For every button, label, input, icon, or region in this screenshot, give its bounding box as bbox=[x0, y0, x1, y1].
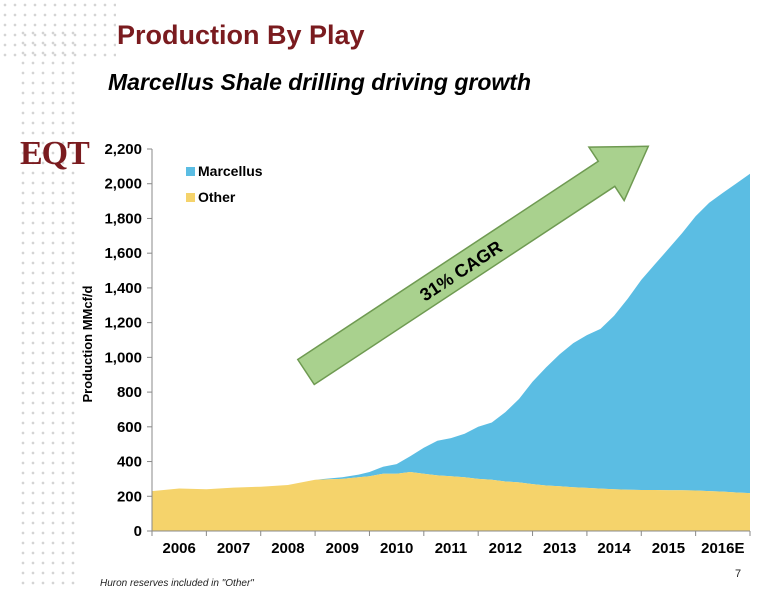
x-tick-label: 2013 bbox=[543, 540, 576, 557]
y-tick-label: 1,600 bbox=[104, 245, 142, 262]
y-tick-label: 200 bbox=[117, 488, 142, 505]
x-tick-label: 2008 bbox=[271, 540, 304, 557]
cagr-label: 31% CAGR bbox=[416, 237, 506, 305]
y-tick-label: 2,000 bbox=[104, 176, 142, 193]
page-number: 7 bbox=[735, 568, 742, 580]
legend-swatch-marcellus bbox=[186, 167, 195, 176]
plot-area bbox=[152, 173, 750, 531]
x-tick-label: 2012 bbox=[489, 540, 522, 557]
legend-label-marcellus: Marcellus bbox=[198, 163, 263, 179]
legend-swatch-other bbox=[186, 193, 195, 202]
x-tick-label: 2009 bbox=[326, 540, 359, 557]
x-tick-label: 2007 bbox=[217, 540, 250, 557]
x-tick-label: 2014 bbox=[597, 540, 631, 557]
x-tick-label: 2006 bbox=[162, 540, 195, 557]
legend: Marcellus Other bbox=[186, 163, 263, 205]
x-tick-label: 2011 bbox=[435, 540, 468, 557]
y-tick-label: 0 bbox=[134, 523, 142, 540]
y-tick-label: 1,400 bbox=[104, 280, 142, 297]
page-title: Production By Play bbox=[117, 20, 365, 50]
x-tick-label: 2010 bbox=[380, 540, 413, 557]
y-tick-label: 1,800 bbox=[104, 210, 142, 227]
y-tick-label: 1,200 bbox=[104, 315, 142, 332]
x-tick-label: 2016E bbox=[701, 540, 744, 557]
dot-pattern-left bbox=[18, 28, 80, 588]
legend-label-other: Other bbox=[198, 189, 236, 205]
series-area-marcellus bbox=[152, 173, 750, 494]
y-tick-label: 600 bbox=[117, 419, 142, 436]
series-area-other bbox=[152, 472, 750, 531]
eqt-logo: EQT bbox=[20, 135, 90, 172]
chart-axes: 0 200 400 600 800 1,000 1,200 1,400 1,600 1,800 2,… bbox=[104, 141, 751, 557]
footnote: Huron reserves included in "Other" bbox=[100, 578, 254, 589]
y-tick-label: 400 bbox=[117, 454, 142, 471]
x-tick-label: 2015 bbox=[652, 540, 685, 557]
y-tick-label: 1,000 bbox=[104, 349, 142, 366]
cagr-arrow-shape bbox=[296, 145, 650, 386]
y-axis-title: Production MMcf/d bbox=[80, 285, 95, 402]
y-tick-label: 2,200 bbox=[104, 141, 142, 158]
y-tick-label: 800 bbox=[117, 384, 142, 401]
page-subtitle: Marcellus Shale drilling driving growth bbox=[108, 69, 532, 95]
